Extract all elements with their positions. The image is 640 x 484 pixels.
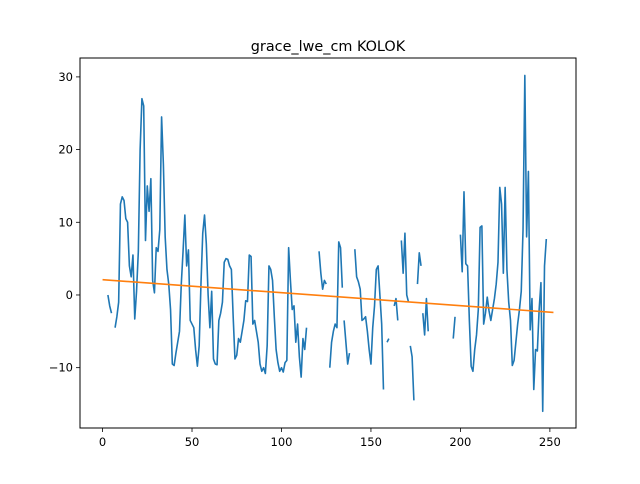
y-tick-label: 20 [58,143,73,157]
series-line-segment-12 [422,297,429,336]
x-tick-label: 100 [271,435,293,449]
y-axis: −10 0 10 20 30 [49,70,80,375]
series-line-segment-4 [328,241,344,368]
series-line-segment-11 [416,252,422,285]
x-tick-label: 200 [449,435,471,449]
plot-frame [79,57,577,429]
series-line-segment-1 [107,294,113,314]
y-tick-label: 0 [66,288,73,302]
series-line-segment-2 [114,97,308,378]
series-line-segment-13 [452,316,456,339]
series-line-segment-7 [386,338,390,343]
series-line-segment-5 [343,320,351,365]
plot-content [102,74,554,413]
x-tick-label: 150 [360,435,382,449]
series-line-segment-9 [400,232,410,303]
y-tick-label: −10 [49,361,73,375]
x-tick-label: 0 [99,435,106,449]
series-line-segment-3 [318,251,327,290]
chart-title: grace_lwe_cm KOLOK [251,39,406,55]
series-line-segment-10 [409,345,415,401]
x-tick-label: 250 [539,435,561,449]
series-line-segment-8 [393,297,399,321]
y-tick-label: 30 [58,70,73,84]
series-line-segment-14 [459,74,548,413]
y-tick-label: 10 [58,215,73,229]
series-line-segment-6 [354,249,385,390]
x-tick-label: 50 [185,435,200,449]
x-axis: 0 50 100 150 200 250 [99,428,561,449]
trend-line [102,278,554,314]
